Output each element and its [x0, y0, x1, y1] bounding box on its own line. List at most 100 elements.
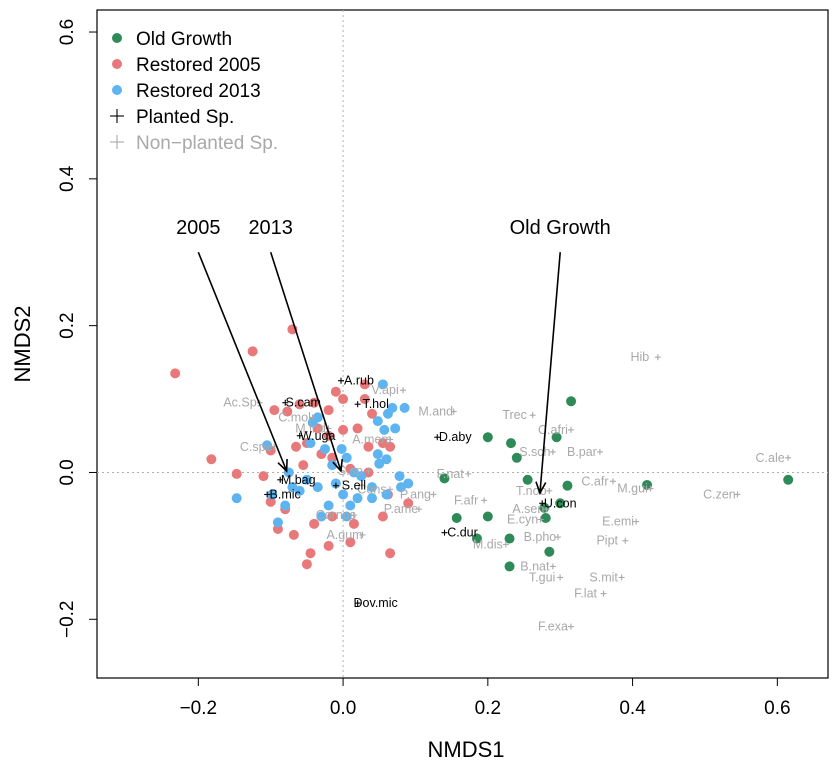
nonplanted-species-marker	[633, 518, 640, 525]
data-point	[247, 346, 258, 357]
data-point	[372, 416, 383, 427]
data-point	[381, 454, 392, 465]
legend-marker	[110, 135, 124, 149]
planted-species-label: C.dur	[447, 526, 478, 540]
nonplanted-species-label: Ac.Sp.	[223, 396, 260, 410]
nonplanted-species-marker	[554, 534, 561, 541]
data-point	[291, 441, 302, 452]
nonplanted-species-marker	[785, 454, 792, 461]
data-point	[352, 493, 363, 504]
nonplanted-species-label: C.afri	[538, 423, 568, 437]
nonplanted-species-label: Pipt	[596, 534, 618, 548]
data-point	[338, 424, 349, 435]
y-tick-label: −0.2	[57, 601, 78, 639]
nonplanted-species-label: M.gui	[617, 482, 648, 496]
nonplanted-species-label: S.sp	[338, 464, 363, 478]
legend: Old Growth Restored 2005 Restored 2013 Plan…	[110, 29, 278, 154]
data-point	[399, 402, 410, 413]
data-point	[356, 471, 367, 482]
nonplanted-species-marker	[546, 487, 553, 494]
nonplanted-species-marker	[567, 426, 574, 433]
nonplanted-species-label: V.api	[371, 383, 398, 397]
planted-species-label: S.ell	[342, 479, 366, 493]
nonplanted-species-label: Cons	[357, 482, 386, 496]
planted-species-marker	[434, 434, 441, 441]
data-point	[451, 512, 462, 523]
legend-label: Restored 2005	[136, 55, 261, 76]
data-point	[439, 473, 450, 484]
planted-species-marker	[539, 500, 546, 507]
nonplanted-species-marker	[734, 491, 741, 498]
data-point	[319, 443, 330, 454]
data-point	[504, 561, 515, 572]
nonplanted-species-marker	[543, 506, 550, 513]
data-point	[562, 480, 573, 491]
data-point	[272, 517, 283, 528]
data-point	[258, 471, 269, 482]
nonplanted-species-marker	[600, 590, 607, 597]
data-point	[403, 478, 414, 489]
annotation-arrow-head	[277, 458, 288, 473]
data-point	[367, 408, 378, 419]
y-tick-label: 0.4	[57, 165, 78, 192]
annotation-label: Old Growth	[510, 217, 611, 239]
nonplanted-species-label: S.sch	[519, 445, 550, 459]
planted-species-marker	[282, 399, 289, 406]
data-point	[359, 394, 370, 405]
plot-area-frame	[96, 9, 829, 679]
nonplanted-species-marker	[350, 512, 357, 519]
planted-species-label: D.aby	[439, 430, 472, 444]
nonplanted-species-marker	[557, 574, 564, 581]
data-point	[288, 529, 299, 540]
data-point	[323, 540, 334, 551]
nonplanted-species-marker	[654, 354, 661, 361]
annotation-label: 2005	[176, 217, 221, 239]
nonplanted-species-label: M.dis	[473, 537, 503, 551]
data-point	[394, 471, 405, 482]
data-point	[323, 405, 334, 416]
nonplanted-species-label: P.ang	[400, 487, 431, 501]
data-point	[367, 482, 378, 493]
x-tick-label: 0.0	[330, 698, 356, 719]
data-point	[482, 511, 493, 522]
data-point	[327, 452, 338, 463]
nonplanted-species-label: A.sen	[512, 502, 544, 516]
data-point	[642, 479, 653, 490]
data-point	[374, 458, 385, 469]
nonplanted-species-marker	[400, 387, 407, 394]
nonplanted-species-label: F.exa	[538, 620, 568, 634]
planted-species-marker	[354, 600, 361, 607]
data-point	[170, 368, 181, 379]
data-point	[280, 500, 291, 511]
nonplanted-species-label: C.ale	[756, 451, 785, 465]
data-point	[522, 474, 533, 485]
data-points	[170, 324, 794, 572]
planted-species-label: S.cam	[286, 396, 321, 410]
planted-species-marker	[296, 432, 303, 439]
legend-label: Non−planted Sp.	[136, 133, 278, 154]
data-point	[377, 379, 388, 390]
data-point	[385, 441, 396, 452]
annotation-arrows: 2005 2013 Old Growth	[176, 217, 611, 495]
nonplanted-species-marker	[567, 623, 574, 630]
x-tick-label: 0.6	[764, 698, 790, 719]
planted-species-marker	[277, 476, 284, 483]
nonplanted-species-marker	[502, 541, 509, 548]
data-point	[390, 423, 401, 434]
nonplanted-species-marker	[387, 436, 394, 443]
planted-species-label: W.uga	[300, 429, 335, 443]
legend-marker	[112, 85, 122, 95]
data-point	[381, 489, 392, 500]
planted-species-marker	[354, 401, 361, 408]
planted-species-label: Dov.mic	[354, 596, 398, 610]
y-axis-ticks: −0.2 0.0 0.2 0.4 0.6	[57, 19, 97, 638]
data-point	[511, 452, 522, 463]
data-point	[305, 438, 316, 449]
data-point	[544, 546, 555, 557]
nonplanted-species-marker	[596, 448, 603, 455]
nonplanted-species-label: T.gui	[529, 570, 555, 584]
data-point	[301, 474, 312, 485]
nonplanted-species-label: A.gum	[326, 528, 362, 542]
